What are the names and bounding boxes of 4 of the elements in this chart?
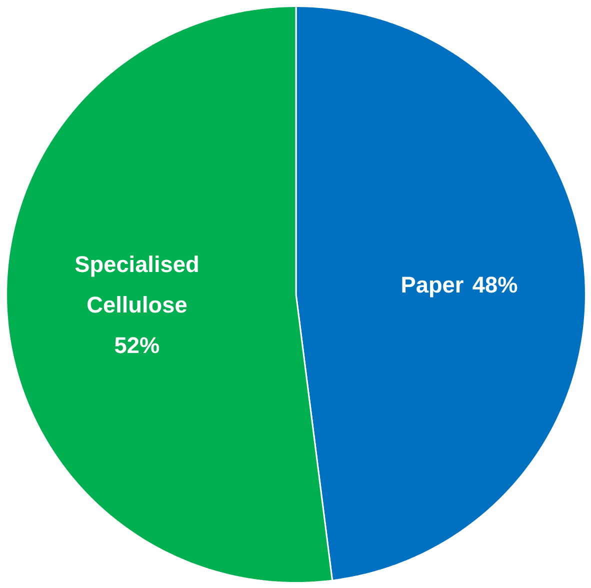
slice-label: Paper [400, 272, 464, 298]
data-label: 48% [472, 272, 518, 298]
data-label: 52% [114, 332, 160, 358]
slice-label: Specialised Cellulose [74, 251, 200, 318]
